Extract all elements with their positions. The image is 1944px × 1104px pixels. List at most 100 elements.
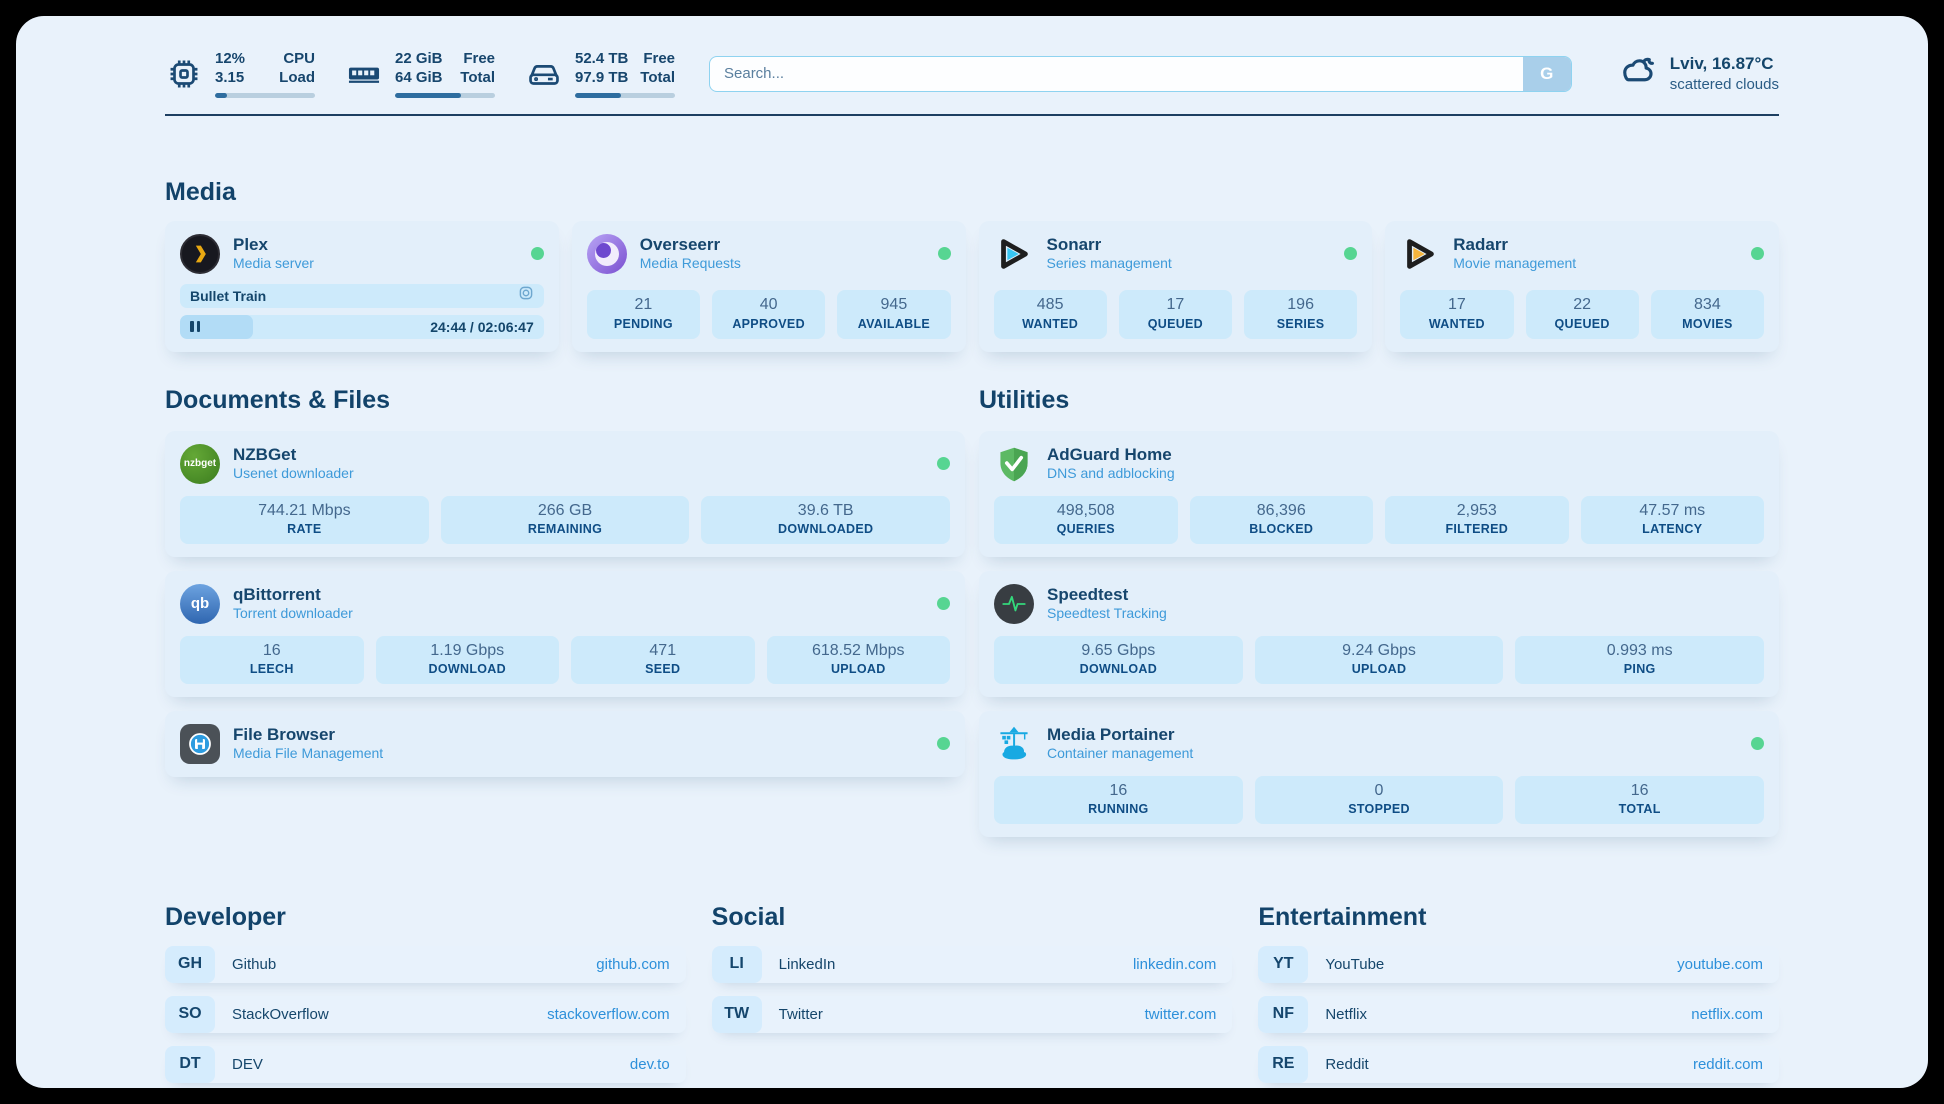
link-linkedin[interactable]: LI LinkedIn linkedin.com xyxy=(711,945,1233,983)
overseerr-title: Overseerr xyxy=(639,235,721,255)
memory-free-label: Free xyxy=(463,50,495,67)
youtube-url[interactable]: youtube.com xyxy=(1677,955,1763,973)
link-dev[interactable]: DT DEV dev.to xyxy=(165,1045,686,1083)
link-stackoverflow[interactable]: SO StackOverflow stackoverflow.com xyxy=(165,995,686,1033)
sonarr-subtitle: Series management xyxy=(1046,255,1172,272)
header-bar: 12% 3.15 CPU Load xyxy=(165,50,1779,98)
radarr-subtitle: Movie management xyxy=(1453,255,1577,272)
nzbget-card[interactable]: nzbget NZBGet Usenet downloader 744.21 M… xyxy=(165,430,965,557)
link-netflix[interactable]: NF Netflix netflix.com xyxy=(1258,995,1779,1033)
pause-icon[interactable] xyxy=(190,321,200,332)
portainer-subtitle: Container management xyxy=(1047,745,1194,762)
nzbget-rate-stat: 744.21 Mbps RATE xyxy=(180,495,429,544)
adguard-subtitle: DNS and adblocking xyxy=(1047,465,1175,482)
overseerr-status-dot xyxy=(937,247,951,260)
cpu-stat: 12% 3.15 CPU Load xyxy=(165,50,315,98)
cpu-load-label: Load xyxy=(279,68,315,86)
sonarr-card[interactable]: Sonarr Series management 485 WANTED 17 Q… xyxy=(978,220,1373,352)
link-twitter[interactable]: TW Twitter twitter.com xyxy=(711,995,1233,1033)
portainer-stopped-stat: 0 STOPPED xyxy=(1254,775,1504,824)
cpu-usage-value: 12% xyxy=(215,50,246,67)
netflix-badge: NF xyxy=(1258,995,1309,1033)
weather-widget: Lviv, 16.87°C scattered clouds xyxy=(1616,50,1779,97)
memory-free-value: 22 GiB xyxy=(395,50,443,67)
portainer-title: Media Portainer xyxy=(1047,725,1175,745)
overseerr-icon xyxy=(586,233,627,274)
section-media: Media Plex Media server xyxy=(165,178,1779,352)
sonarr-status-dot xyxy=(1344,247,1358,260)
adguard-title: AdGuard Home xyxy=(1047,445,1172,465)
sonarr-series-stat: 196 SERIES xyxy=(1244,290,1358,339)
netflix-url[interactable]: netflix.com xyxy=(1691,1005,1763,1023)
sonarr-wanted-stat: 485 WANTED xyxy=(993,290,1107,339)
speedtest-download-stat: 9.65 Gbps DOWNLOAD xyxy=(994,635,1243,684)
search-engine-button[interactable]: G xyxy=(1522,56,1571,91)
filebrowser-subtitle: Media File Management xyxy=(233,745,384,762)
reddit-badge: RE xyxy=(1258,1045,1309,1083)
plex-card[interactable]: Plex Media server Bullet Train xyxy=(165,220,559,352)
stackoverflow-url[interactable]: stackoverflow.com xyxy=(547,1005,670,1023)
overseerr-subtitle: Media Requests xyxy=(639,255,741,272)
radarr-card[interactable]: Radarr Movie management 17 WANTED 22 QUE… xyxy=(1385,220,1779,352)
sonarr-queued-stat: 17 QUEUED xyxy=(1118,290,1232,339)
qbittorrent-seed-stat: 471 SEED xyxy=(571,635,755,684)
radarr-movies-stat: 834 MOVIES xyxy=(1650,290,1764,339)
disk-icon xyxy=(525,55,563,93)
qbittorrent-title: qBittorrent xyxy=(233,585,321,605)
github-url[interactable]: github.com xyxy=(596,955,670,973)
weather-location-temp: Lviv, 16.87°C xyxy=(1669,53,1774,73)
radarr-icon xyxy=(1400,234,1440,274)
radarr-title: Radarr xyxy=(1453,235,1509,255)
speedtest-upload-stat: 9.24 Gbps UPLOAD xyxy=(1254,635,1504,684)
stackoverflow-badge: SO xyxy=(165,995,215,1033)
dashboard-page: 12% 3.15 CPU Load xyxy=(16,16,1928,1088)
plex-subtitle: Media server xyxy=(233,255,314,272)
nzbget-subtitle: Usenet downloader xyxy=(233,465,354,482)
youtube-badge: YT xyxy=(1258,945,1309,983)
overseerr-available-stat: 945 AVAILABLE xyxy=(837,290,951,339)
linkedin-url[interactable]: linkedin.com xyxy=(1132,955,1217,973)
qbittorrent-card[interactable]: qb qBittorrent Torrent downloader 16 LEE… xyxy=(165,570,965,697)
qbittorrent-download-stat: 1.19 Gbps DOWNLOAD xyxy=(375,635,559,684)
memory-total-label: Total xyxy=(460,68,495,86)
qbittorrent-leech-stat: 16 LEECH xyxy=(180,635,364,684)
memory-meter xyxy=(395,92,495,98)
qbittorrent-subtitle: Torrent downloader xyxy=(233,605,353,622)
filebrowser-status-dot xyxy=(937,737,950,751)
link-youtube[interactable]: YT YouTube youtube.com xyxy=(1258,945,1779,983)
speedtest-pulse-icon xyxy=(994,583,1034,624)
storage-free-value: 52.4 TB xyxy=(575,50,629,67)
plex-title: Plex xyxy=(233,235,268,255)
filebrowser-title: File Browser xyxy=(233,725,336,745)
overseerr-card[interactable]: Overseerr Media Requests 21 PENDING 40 A… xyxy=(571,220,966,352)
sonarr-icon xyxy=(994,234,1034,274)
speedtest-ping-stat: 0.993 ms PING xyxy=(1515,635,1765,684)
adguard-card[interactable]: AdGuard Home DNS and adblocking 498,508 … xyxy=(979,430,1779,557)
dev-url[interactable]: dev.to xyxy=(629,1055,670,1073)
radarr-queued-stat: 22 QUEUED xyxy=(1525,290,1639,339)
twitter-badge: TW xyxy=(711,995,762,1033)
speedtest-card[interactable]: Speedtest Speedtest Tracking 9.65 Gbps D… xyxy=(979,570,1779,697)
cpu-label: CPU xyxy=(283,50,315,67)
cpu-meter xyxy=(215,92,315,98)
storage-meter xyxy=(575,92,675,98)
cpu-chip-icon xyxy=(165,55,203,93)
portainer-total-stat: 16 TOTAL xyxy=(1515,775,1765,824)
portainer-card[interactable]: Media Portainer Container management 16 … xyxy=(979,710,1779,837)
filebrowser-card[interactable]: File Browser Media File Management xyxy=(165,710,965,777)
documents-section-title: Documents & Files xyxy=(165,385,391,414)
qbittorrent-icon: qb xyxy=(180,583,220,624)
header-divider xyxy=(165,113,1779,116)
plex-status-dot xyxy=(530,247,544,260)
weather-condition: scattered clouds xyxy=(1669,76,1779,94)
playback-progress-bar[interactable]: 24:44 / 02:06:47 xyxy=(180,314,544,339)
adguard-filtered-stat: 2,953 FILTERED xyxy=(1385,495,1569,544)
adguard-queries-stat: 498,508 QUERIES xyxy=(994,495,1178,544)
reddit-url[interactable]: reddit.com xyxy=(1692,1055,1763,1073)
twitter-url[interactable]: twitter.com xyxy=(1144,1005,1217,1023)
search-input[interactable] xyxy=(709,55,1572,92)
nzbget-status-dot xyxy=(937,457,950,470)
link-github[interactable]: GH Github github.com xyxy=(165,945,686,983)
link-reddit[interactable]: RE Reddit reddit.com xyxy=(1258,1045,1779,1083)
search-container: G xyxy=(709,55,1572,92)
